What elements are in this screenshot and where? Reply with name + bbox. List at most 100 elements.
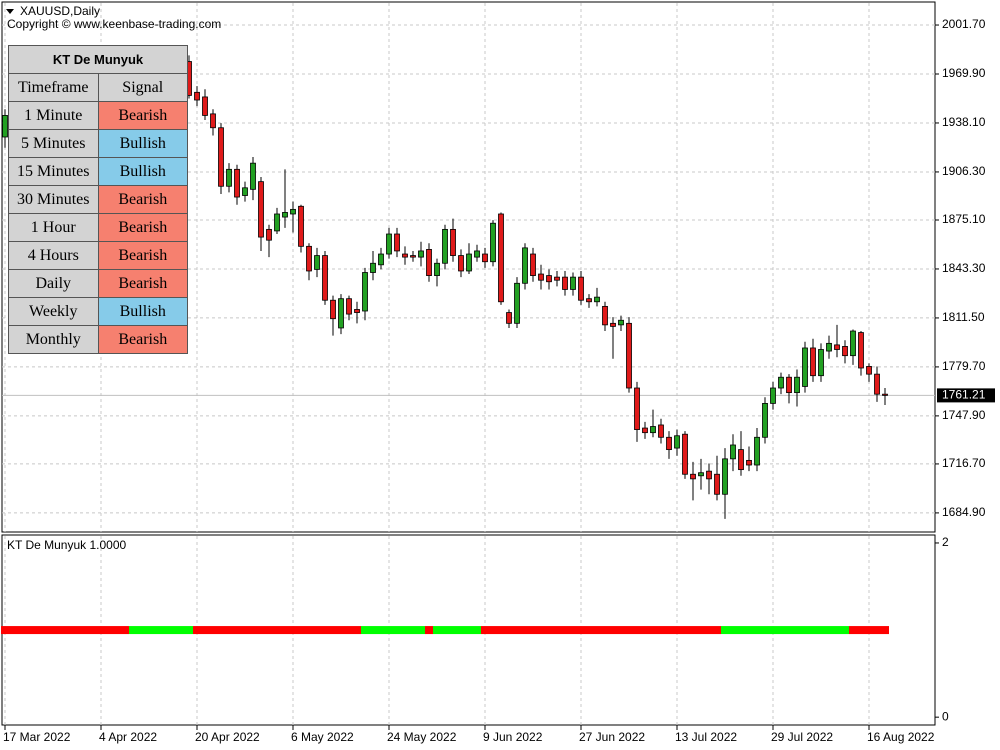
signal-segment <box>361 626 369 635</box>
candle-body <box>850 330 856 357</box>
signal-segment <box>169 626 177 635</box>
signal-segment <box>17 626 25 635</box>
candle-body <box>738 449 744 471</box>
symbol-menu-arrow[interactable] <box>6 9 14 14</box>
candle-body <box>242 187 248 196</box>
table-row: Daily Bearish <box>8 269 188 298</box>
signal-segment <box>617 626 625 635</box>
signal-segment <box>305 626 313 635</box>
candle-body <box>450 228 456 256</box>
table-cell: Monthly <box>8 325 99 354</box>
signal-segment <box>521 626 529 635</box>
candle-body <box>442 228 448 264</box>
x-tick-label: 13 Jul 2022 <box>675 730 737 744</box>
signal-segment <box>609 626 617 635</box>
signal-segment <box>737 626 745 635</box>
candle-body <box>378 253 384 266</box>
table-row: Weekly Bullish <box>8 297 188 326</box>
candle-body <box>682 433 688 475</box>
signal-segment <box>809 626 817 635</box>
signal-segment <box>785 626 793 635</box>
candle-body <box>722 458 728 495</box>
candle-body <box>426 249 432 276</box>
table-cell: Weekly <box>8 297 99 326</box>
candle-body <box>546 275 552 283</box>
signal-segment <box>633 626 641 635</box>
indicator-title: KT De Munyuk 1.0000 <box>7 538 127 552</box>
candle-body <box>434 262 440 276</box>
candle-body <box>314 255 320 270</box>
signal-segment <box>865 626 873 635</box>
candle-body <box>586 298 592 303</box>
signal-segment <box>681 626 689 635</box>
table-cell: KT De Munyuk <box>8 45 188 74</box>
table-cell: Bullish <box>97 157 188 186</box>
table-cell: Daily <box>8 269 99 298</box>
candle-body <box>298 205 304 247</box>
signal-segment <box>281 626 289 635</box>
signal-segment <box>241 626 249 635</box>
candle-body <box>410 255 416 258</box>
signal-segment <box>329 626 337 635</box>
signal-segment <box>697 626 705 635</box>
signal-segment <box>569 626 577 635</box>
candle-body <box>2 115 8 138</box>
candle-body <box>218 127 224 187</box>
signal-segment <box>345 626 353 635</box>
signal-segment <box>401 626 409 635</box>
x-tick-label: 27 Jun 2022 <box>579 730 645 744</box>
signal-segment <box>817 626 825 635</box>
table-cell: Signal <box>97 73 188 102</box>
signal-segment <box>489 626 497 635</box>
candle-body <box>578 276 584 301</box>
signal-segment <box>625 626 633 635</box>
candle-body <box>642 427 648 434</box>
signal-segment <box>193 626 201 635</box>
candle-body <box>874 373 880 395</box>
signal-segment <box>393 626 401 635</box>
last-price-label: 1761.21 <box>942 388 986 402</box>
signal-segment <box>553 626 561 635</box>
candle-body <box>418 250 424 258</box>
x-tick-label: 16 Aug 2022 <box>867 730 935 744</box>
candle-body <box>770 387 776 404</box>
x-tick-label: 4 Apr 2022 <box>99 730 157 744</box>
signal-segment <box>353 626 361 635</box>
signal-segment <box>97 626 105 635</box>
table-row: 4 Hours Bearish <box>8 241 188 270</box>
table-row: Timeframe Signal <box>8 73 188 102</box>
y-tick-label: 1779.70 <box>942 359 986 373</box>
candle-body <box>786 376 792 394</box>
candle-body <box>258 181 264 238</box>
table-cell: Bullish <box>97 297 188 326</box>
signal-segment <box>33 626 41 635</box>
signal-segment <box>777 626 785 635</box>
signal-segment <box>337 626 345 635</box>
candle-body <box>778 376 784 389</box>
table-cell: Bearish <box>97 185 188 214</box>
candle-body <box>330 299 336 320</box>
candle-body <box>362 272 368 312</box>
table-cell: 1 Minute <box>8 101 99 130</box>
candle-body <box>570 276 576 290</box>
signal-segment <box>657 626 665 635</box>
signal-segment <box>129 626 137 635</box>
table-cell: 4 Hours <box>8 241 99 270</box>
table-cell: 5 Minutes <box>8 129 99 158</box>
signal-segment <box>833 626 841 635</box>
signal-segment <box>417 626 425 635</box>
candle-body <box>618 319 624 326</box>
candle-body <box>482 253 488 263</box>
signal-segment <box>273 626 281 635</box>
candle-body <box>626 322 632 389</box>
candle-body <box>602 305 608 326</box>
x-tick-label: 17 Mar 2022 <box>3 730 71 744</box>
table-cell: Bullish <box>97 129 188 158</box>
x-tick-label: 24 May 2022 <box>387 730 457 744</box>
signal-segment <box>201 626 209 635</box>
signal-segment <box>113 626 121 635</box>
y-tick-label: 2 <box>942 535 949 549</box>
table-row: 1 Minute Bearish <box>8 101 188 130</box>
candle-body <box>674 435 680 449</box>
candle-body <box>394 233 400 252</box>
